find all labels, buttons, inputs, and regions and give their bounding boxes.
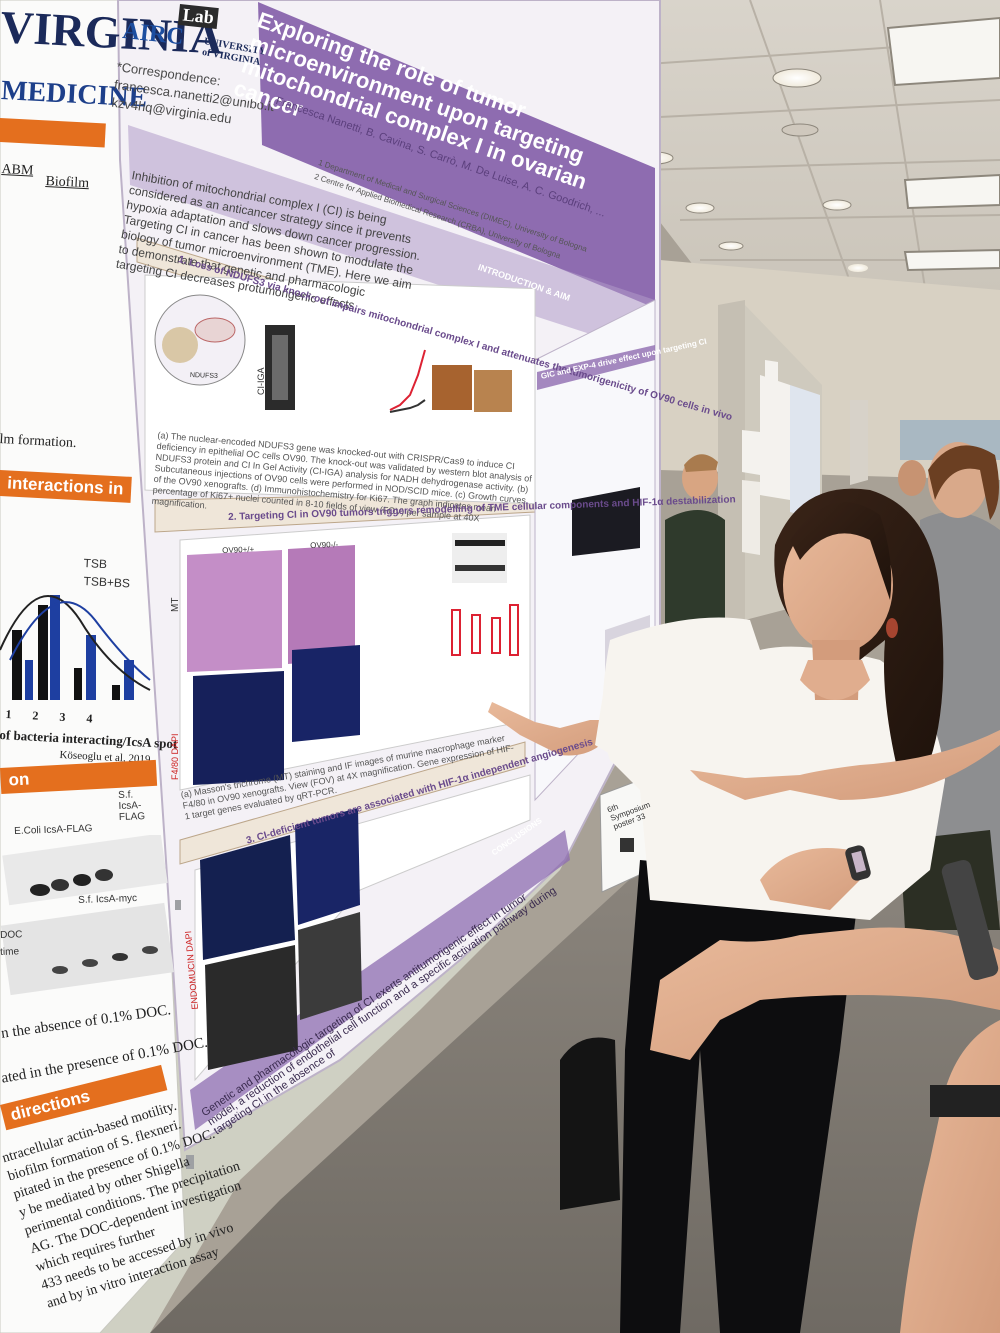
visitor-arm-upper [690,730,1000,800]
title-banner [258,2,655,308]
visitor-arm-lower [650,927,1000,1060]
time-label: time [0,946,20,958]
section3-header-bg [179,741,526,865]
watch [930,1085,1000,1117]
backpack [560,1037,620,1210]
label-ov90-wt: OV90+/+ [222,544,255,555]
label-ov90-ko: OV90-/- [310,540,339,550]
blot-label-2: S.f. IcsA-FLAG [118,789,146,823]
col-biofilm: Biofilm [45,173,90,192]
figure-3 [194,774,531,1082]
text-formation: lm formation. [0,431,77,452]
label-ci-iga: CI-IGA [256,367,266,395]
phone [941,859,999,981]
conclusion-strip [190,830,570,1130]
label-mt: MT [170,597,181,612]
label-ndufs3: NDUFS3 [189,372,218,380]
figure-1 [144,274,536,505]
doc-label: DOC [0,929,23,941]
label-f480: F4/80 DAPI [170,733,180,780]
right-images [572,487,640,556]
figure-2 [179,514,531,791]
left-bar-chart [0,595,151,700]
col-abm: ABM [1,161,34,179]
blot-label-3: S.f. IcsA-myc [78,892,138,906]
ceiling-lights [636,16,1000,277]
western-blots [0,835,174,996]
logo-lab: Lab [177,4,219,29]
